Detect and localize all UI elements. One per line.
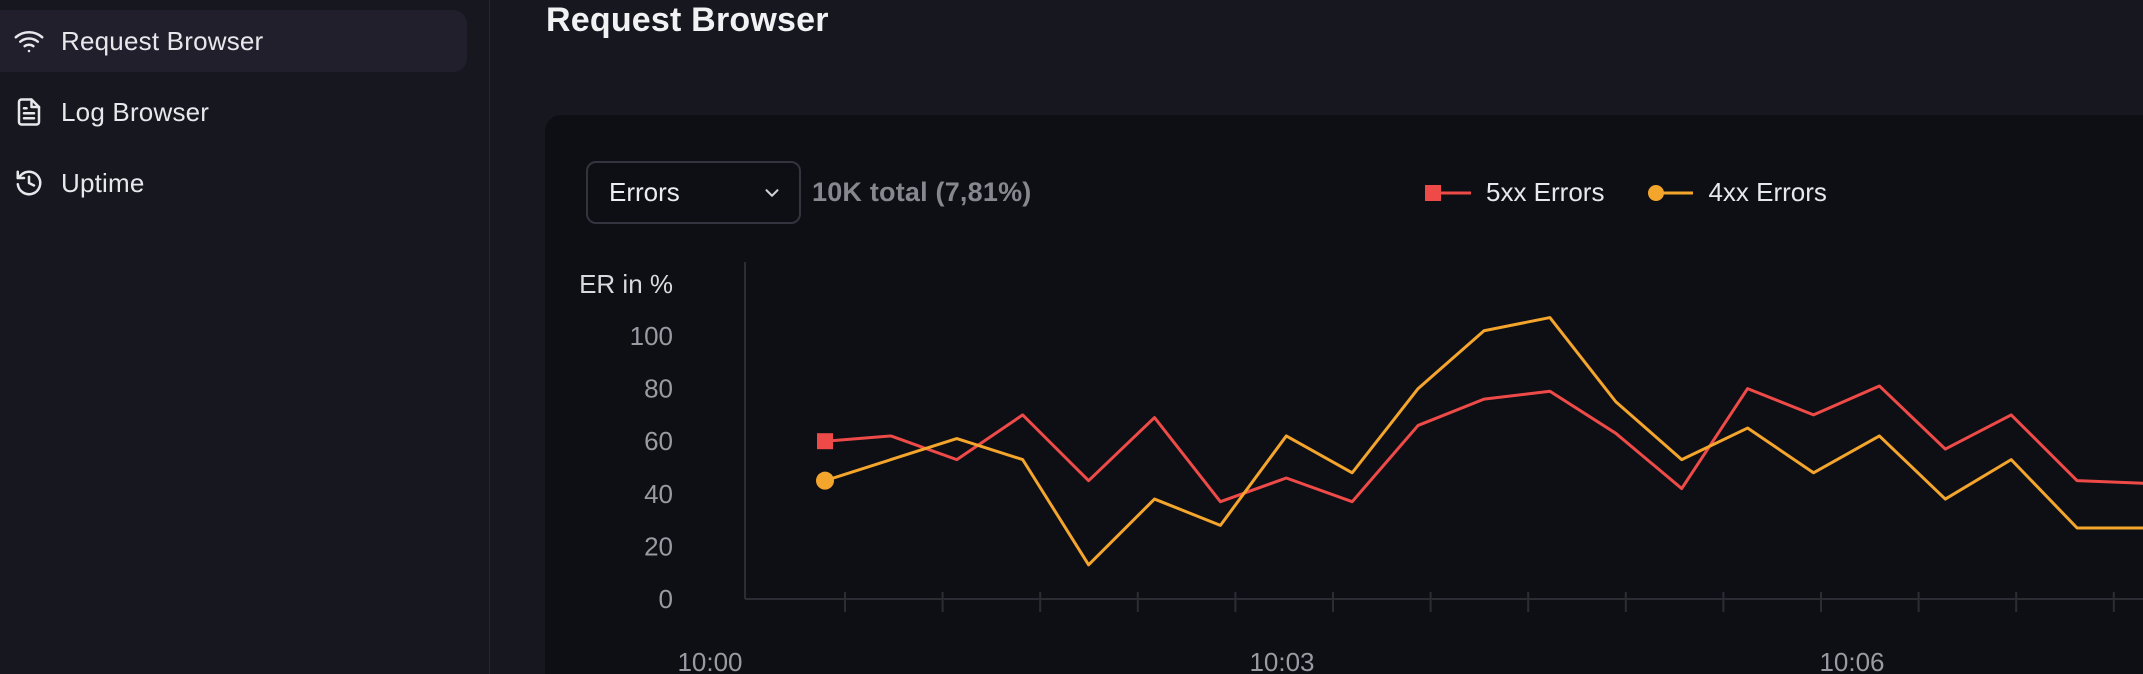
chart-legend: 5xx Errors 4xx Errors (1425, 161, 1827, 224)
metric-select[interactable]: Errors (586, 161, 801, 224)
sidebar-item-request-browser[interactable]: Request Browser (0, 10, 467, 72)
sidebar-item-label: Uptime (61, 167, 145, 198)
history-icon (14, 168, 44, 198)
total-summary: 10K total (7,81%) (812, 177, 1032, 207)
chart-panel: Errors 10K total (7,81%) 5xx Errors 4xx … (545, 115, 2143, 674)
sidebar-item-log-browser[interactable]: Log Browser (0, 81, 467, 143)
sidebar: Request Browser Log Browser Uptime (0, 0, 490, 674)
wifi-icon (14, 26, 44, 56)
page-title: Request Browser (546, 1, 829, 39)
sidebar-item-uptime[interactable]: Uptime (0, 152, 467, 214)
circle-line-marker-icon (1648, 184, 1694, 201)
chevron-down-icon (761, 182, 783, 204)
metric-select-value: Errors (609, 177, 680, 207)
legend-label: 5xx Errors (1486, 177, 1605, 207)
legend-item-4xx[interactable]: 4xx Errors (1648, 177, 1827, 208)
square-line-marker-icon (1425, 184, 1471, 201)
sidebar-item-label: Log Browser (61, 96, 210, 127)
sidebar-item-label: Request Browser (61, 25, 264, 56)
legend-item-5xx[interactable]: 5xx Errors (1425, 177, 1604, 208)
legend-label: 4xx Errors (1708, 177, 1827, 207)
file-text-icon (14, 97, 44, 127)
